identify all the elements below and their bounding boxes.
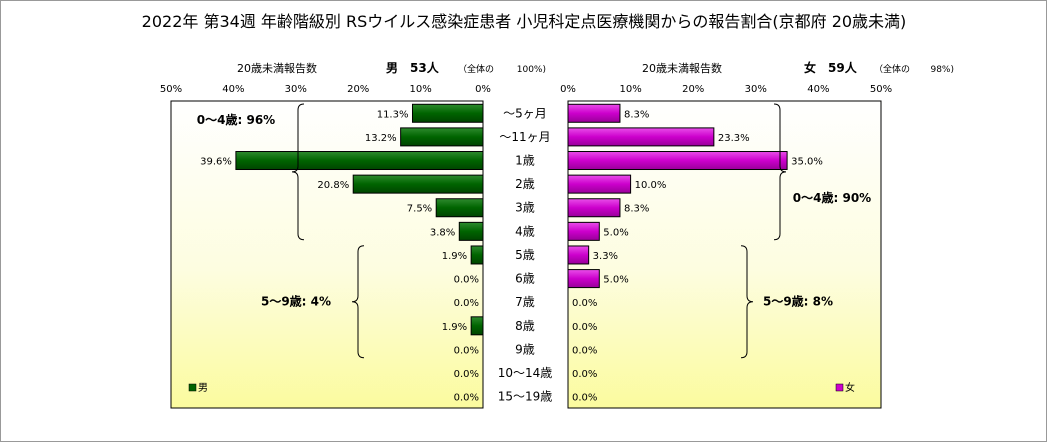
female-bar <box>567 151 788 171</box>
male-value-label: 0.0% <box>454 345 479 356</box>
female-value-label: 10.0% <box>635 180 667 191</box>
female-header-share-value: 98%) <box>930 65 954 75</box>
male-value-label: 0.0% <box>454 369 479 380</box>
male-group-brace <box>351 245 365 359</box>
category-label: 8歳 <box>515 319 535 333</box>
male-value-label: 3.8% <box>430 227 455 238</box>
category-label: 4歳 <box>515 224 535 238</box>
male-group-label: 0～4歳: 96% <box>197 112 275 127</box>
female-value-label: 0.0% <box>572 369 597 380</box>
female-x-tick-label: 50% <box>870 84 892 95</box>
female-value-label: 0.0% <box>572 345 597 356</box>
male-value-label: 13.2% <box>365 133 397 144</box>
male-bar <box>458 221 484 241</box>
male-group-brace <box>291 103 305 241</box>
male-value-label: 39.6% <box>200 157 232 168</box>
female-legend-label: 女 <box>845 381 855 394</box>
male-value-label: 0.0% <box>454 298 479 309</box>
female-value-label: 0.0% <box>572 322 597 333</box>
female-header-label: 20歳未満報告数 <box>642 62 722 75</box>
female-x-tick-label: 30% <box>745 84 767 95</box>
female-bar <box>567 127 715 147</box>
female-value-label: 8.3% <box>624 109 649 120</box>
female-value-label: 5.0% <box>603 275 628 286</box>
female-x-tick-label: 40% <box>807 84 829 95</box>
male-x-tick-label: 40% <box>222 84 244 95</box>
female-group-brace <box>773 103 787 241</box>
male-value-label: 20.8% <box>317 180 349 191</box>
category-label: 7歳 <box>515 295 535 309</box>
category-label: 3歳 <box>515 201 535 215</box>
male-value-label: 11.3% <box>377 109 409 120</box>
category-label: 6歳 <box>515 272 535 286</box>
male-value-label: 0.0% <box>454 275 479 286</box>
male-bar <box>400 127 484 147</box>
female-value-label: 8.3% <box>624 204 649 215</box>
male-header-label: 20歳未満報告数 <box>237 62 317 75</box>
female-header-share-label: （全体の <box>874 63 910 75</box>
male-value-label: 1.9% <box>442 251 467 262</box>
female-value-label: 0.0% <box>572 393 597 404</box>
female-bar <box>567 245 590 265</box>
male-x-tick-label: 20% <box>347 84 369 95</box>
male-legend-swatch <box>188 383 197 392</box>
male-value-label: 0.0% <box>454 393 479 404</box>
female-bar <box>567 269 600 289</box>
female-value-label: 35.0% <box>791 157 823 168</box>
male-header-share-value: 100%) <box>517 65 546 75</box>
female-bar <box>567 103 621 123</box>
female-x-tick-label: 0% <box>560 84 576 95</box>
category-label: 15～19歳 <box>498 390 553 404</box>
female-x-tick-label: 10% <box>619 84 641 95</box>
female-group-label: 5～9歳: 8% <box>763 294 833 309</box>
female-value-label: 23.3% <box>718 133 750 144</box>
male-value-label: 7.5% <box>407 204 432 215</box>
female-header-count: 女 59人 <box>804 60 858 75</box>
category-label: 1歳 <box>515 154 535 168</box>
female-group-label: 0～4歳: 90% <box>793 190 871 205</box>
category-label: 2歳 <box>515 177 535 191</box>
category-label: ～5ヶ月 <box>503 106 547 120</box>
male-x-tick-label: 30% <box>285 84 307 95</box>
category-label: ～11ヶ月 <box>499 130 550 144</box>
female-bar <box>567 198 621 218</box>
female-bar <box>567 221 600 241</box>
male-x-tick-label: 10% <box>409 84 431 95</box>
chart-title: 2022年 第34週 年齢階級別 RSウイルス感染症患者 小児科定点医療機関から… <box>141 12 907 31</box>
female-value-label: 3.3% <box>593 251 618 262</box>
category-label: 10～14歳 <box>498 366 553 380</box>
male-bar <box>470 245 484 265</box>
male-bar <box>235 151 484 171</box>
male-plot-area <box>170 100 484 409</box>
chart-marks: 0% 0% 10% 10% 20% 20% 30% 30% 40% 40% 50% 50% 20歳未満報… <box>160 60 954 404</box>
male-bar <box>352 174 484 194</box>
male-value-label: 1.9% <box>442 322 467 333</box>
female-legend-swatch <box>835 383 844 392</box>
female-x-tick-label: 20% <box>682 84 704 95</box>
male-x-tick-label: 50% <box>160 84 182 95</box>
male-x-tick-label: 0% <box>475 84 491 95</box>
female-value-label: 5.0% <box>603 227 628 238</box>
female-bar <box>567 174 632 194</box>
male-group-label: 5～9歳: 4% <box>261 294 331 309</box>
category-label: 9歳 <box>515 342 535 356</box>
male-bar <box>411 103 484 123</box>
male-legend-label: 男 <box>198 382 208 394</box>
male-bar <box>470 316 484 336</box>
male-bar <box>435 198 484 218</box>
male-header-count: 男 53人 <box>386 60 440 75</box>
category-label: 5歳 <box>515 248 535 262</box>
female-group-brace <box>740 245 754 359</box>
female-value-label: 0.0% <box>572 298 597 309</box>
male-header-share-label: （全体の <box>458 63 494 75</box>
